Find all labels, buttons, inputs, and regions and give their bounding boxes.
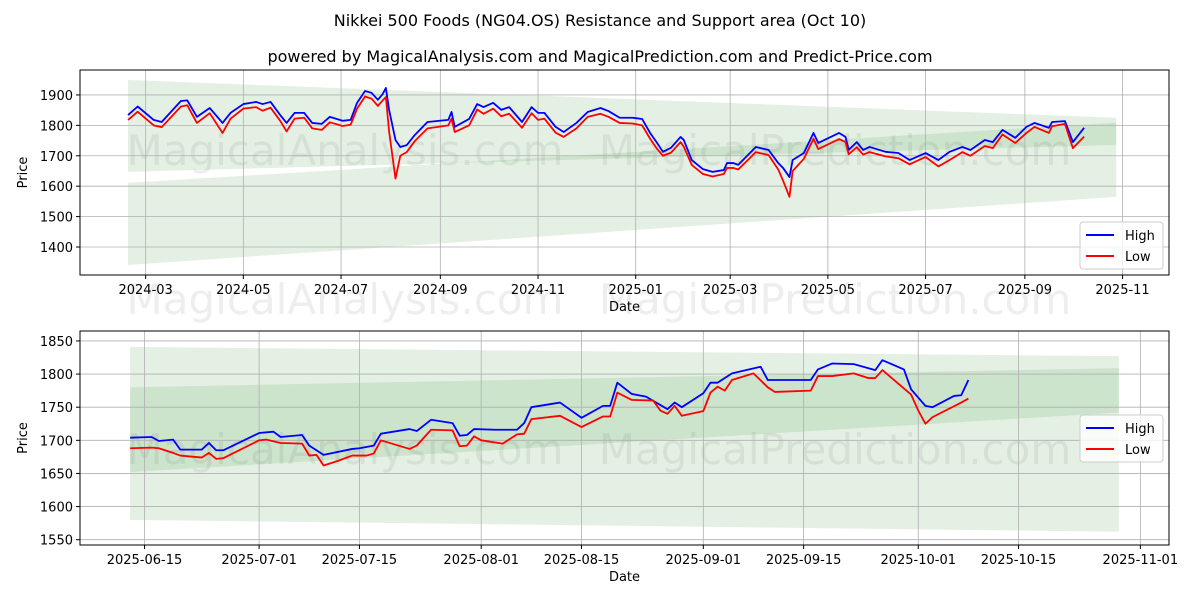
- support-band: [128, 122, 1117, 265]
- x-tick-label: 2025-08-15: [544, 553, 620, 568]
- chart-subtitle: powered by MagicalAnalysis.com and Magic…: [267, 47, 932, 66]
- x-tick-label: 2025-09-15: [766, 553, 842, 568]
- y-tick-label: 1700: [40, 434, 73, 449]
- axes-frame: [79, 69, 1170, 276]
- x-tick-label: 2025-08-01: [443, 553, 519, 568]
- series-low-line: [127, 95, 1085, 198]
- x-tick-label: 2025-06-15: [107, 553, 183, 568]
- x-axis-label: Date: [609, 300, 640, 315]
- y-tick-label: 1600: [40, 180, 73, 195]
- chart-title: Nikkei 500 Foods (NG04.OS) Resistance an…: [334, 11, 866, 30]
- legend: High Low: [1079, 414, 1164, 463]
- y-tick-label: 1700: [40, 150, 73, 165]
- y-tick-label: 1400: [40, 241, 73, 256]
- x-tick-label: 2025-10-15: [981, 553, 1057, 568]
- watermark-prediction: MagicalPrediction.com: [599, 425, 1072, 474]
- x-tick-label: 2024-07: [314, 283, 368, 298]
- y-tick-label: 1550: [40, 534, 73, 549]
- y-tick-label: 1900: [40, 89, 73, 104]
- y-axis-label: Price: [16, 157, 31, 189]
- y-tick-label: 1600: [40, 501, 73, 516]
- support-band: [130, 368, 1119, 532]
- x-tick-label: 2024-11: [511, 283, 565, 298]
- x-axis-label: Date: [609, 570, 640, 585]
- x-tick-label: 2025-10-01: [880, 553, 956, 568]
- watermark-prediction: MagicalPrediction.com: [599, 275, 1072, 324]
- series-low-line: [130, 369, 969, 467]
- x-tick-label: 2025-07: [898, 283, 952, 298]
- top-chart-axes: 1400 1500 1600 1700 1800 1900 2024-03 2024-05 20…: [16, 69, 1170, 315]
- legend-high-label: High: [1125, 229, 1155, 244]
- x-tick-label: 2025-03: [703, 283, 757, 298]
- x-tick-label: 2025-09-01: [666, 553, 742, 568]
- x-tick-label: 2025-05: [801, 283, 855, 298]
- legend-high-label: High: [1125, 422, 1155, 437]
- watermark-analysis: MagicalAnalysis.com: [127, 126, 564, 175]
- x-tick-label: 2025-07-15: [322, 553, 398, 568]
- y-tick-label: 1850: [40, 335, 73, 350]
- x-tick-label: 2024-03: [118, 283, 172, 298]
- watermark-analysis: MagicalAnalysis.com: [127, 275, 564, 324]
- y-tick-label: 1750: [40, 401, 73, 416]
- x-tick-label: 2025-11: [1095, 283, 1149, 298]
- y-tick-label: 1650: [40, 467, 73, 482]
- bottom-chart-axes: 1550 1600 1650 1700 1750 1800 1850 2025-06-15 20…: [16, 330, 1179, 585]
- y-tick-label: 1500: [40, 211, 73, 226]
- legend-low-label: Low: [1125, 443, 1151, 458]
- x-tick-label: 2025-09: [998, 283, 1052, 298]
- legend-low-label: Low: [1125, 250, 1151, 265]
- legend-box: [1079, 414, 1164, 463]
- x-tick-label: 2025-01: [609, 283, 663, 298]
- x-tick-label: 2025-07-01: [221, 553, 297, 568]
- y-axis-label: Price: [16, 422, 31, 454]
- legend: High Low: [1079, 221, 1164, 270]
- y-tick-label: 1800: [40, 119, 73, 134]
- x-tick-label: 2024-05: [216, 283, 270, 298]
- axes-frame: [79, 330, 1170, 546]
- x-tick-label: 2024-09: [413, 283, 467, 298]
- x-tick-label: 2025-11-01: [1103, 553, 1179, 568]
- legend-box: [1079, 221, 1164, 270]
- series-high-line: [130, 359, 970, 456]
- series-high-line: [127, 87, 1085, 178]
- y-tick-label: 1800: [40, 368, 73, 383]
